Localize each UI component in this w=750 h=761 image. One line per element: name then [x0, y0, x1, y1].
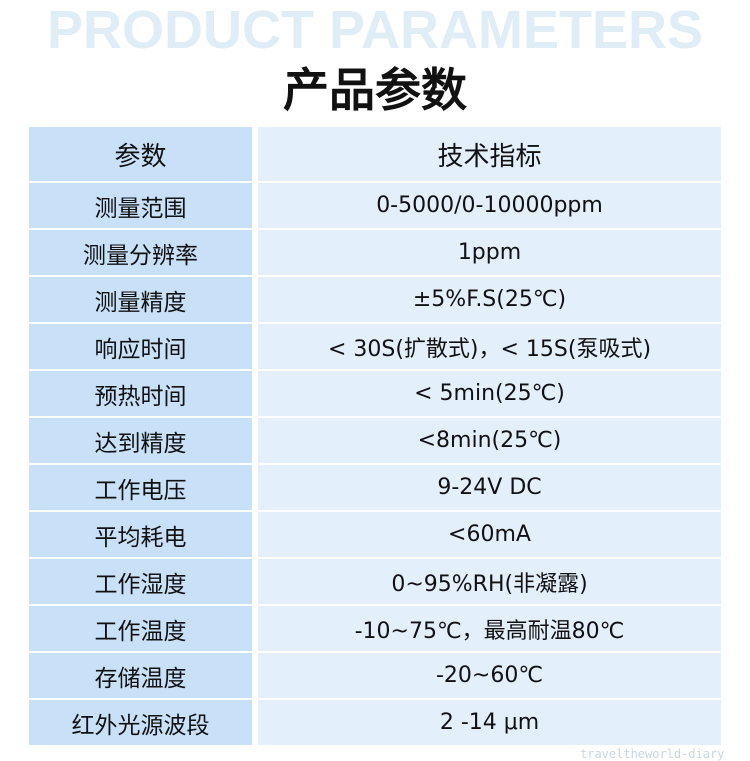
parameter-value: 1ppm — [258, 230, 721, 275]
table-row: 存储温度 -20~60℃ — [29, 653, 721, 698]
parameter-table: 参数 技术指标 测量范围 0-5000/0-10000ppm 测量分辨率 1ppm 测量… — [29, 127, 721, 747]
parameter-name: 存储温度 — [29, 653, 252, 698]
parameter-value: ±5%F.S(25℃) — [258, 277, 721, 322]
parameter-name: 工作电压 — [29, 465, 252, 510]
parameter-name: 红外光源波段 — [29, 700, 252, 745]
parameter-name: 响应时间 — [29, 324, 252, 369]
page-title: 产品参数 — [283, 63, 467, 117]
table-row: 工作电压 9-24V DC — [29, 465, 721, 510]
parameter-name: 预热时间 — [29, 371, 252, 416]
watermark: traveltheworld-diary — [580, 747, 725, 761]
parameter-name: 测量分辨率 — [29, 230, 252, 275]
parameter-value: -10~75℃，最高耐温80℃ — [258, 606, 721, 651]
parameter-value: -20~60℃ — [258, 653, 721, 698]
parameter-name: 工作温度 — [29, 606, 252, 651]
table-row: 测量分辨率 1ppm — [29, 230, 721, 275]
parameter-value: < 5min(25℃) — [258, 371, 721, 416]
table-row: 预热时间 < 5min(25℃) — [29, 371, 721, 416]
table-row: 达到精度 <8min(25℃) — [29, 418, 721, 463]
parameter-value: 0~95%RH(非凝露) — [258, 559, 721, 604]
table-row: 平均耗电 <60mA — [29, 512, 721, 557]
parameter-value: 0-5000/0-10000ppm — [258, 183, 721, 228]
table-row: 工作温度 -10~75℃，最高耐温80℃ — [29, 606, 721, 651]
parameter-name: 平均耗电 — [29, 512, 252, 557]
parameter-value: 9-24V DC — [258, 465, 721, 510]
parameter-name: 达到精度 — [29, 418, 252, 463]
parameter-name: 测量精度 — [29, 277, 252, 322]
table-row: 测量范围 0-5000/0-10000ppm — [29, 183, 721, 228]
table-row: 响应时间 < 30S(扩散式)，< 15S(泵吸式) — [29, 324, 721, 369]
table-header-row: 参数 技术指标 — [29, 127, 721, 181]
table-row: 工作湿度 0~95%RH(非凝露) — [29, 559, 721, 604]
parameter-value: < 30S(扩散式)，< 15S(泵吸式) — [258, 324, 721, 369]
parameter-name: 工作湿度 — [29, 559, 252, 604]
background-title: PRODUCT PARAMETERS — [46, 0, 703, 60]
parameter-name: 测量范围 — [29, 183, 252, 228]
parameter-value: <60mA — [258, 512, 721, 557]
header-parameter: 参数 — [29, 127, 252, 181]
table-row: 测量精度 ±5%F.S(25℃) — [29, 277, 721, 322]
parameter-value: <8min(25℃) — [258, 418, 721, 463]
parameter-value: 2 -14 μm — [258, 700, 721, 745]
table-row: 红外光源波段 2 -14 μm — [29, 700, 721, 745]
header-spec: 技术指标 — [258, 127, 721, 181]
